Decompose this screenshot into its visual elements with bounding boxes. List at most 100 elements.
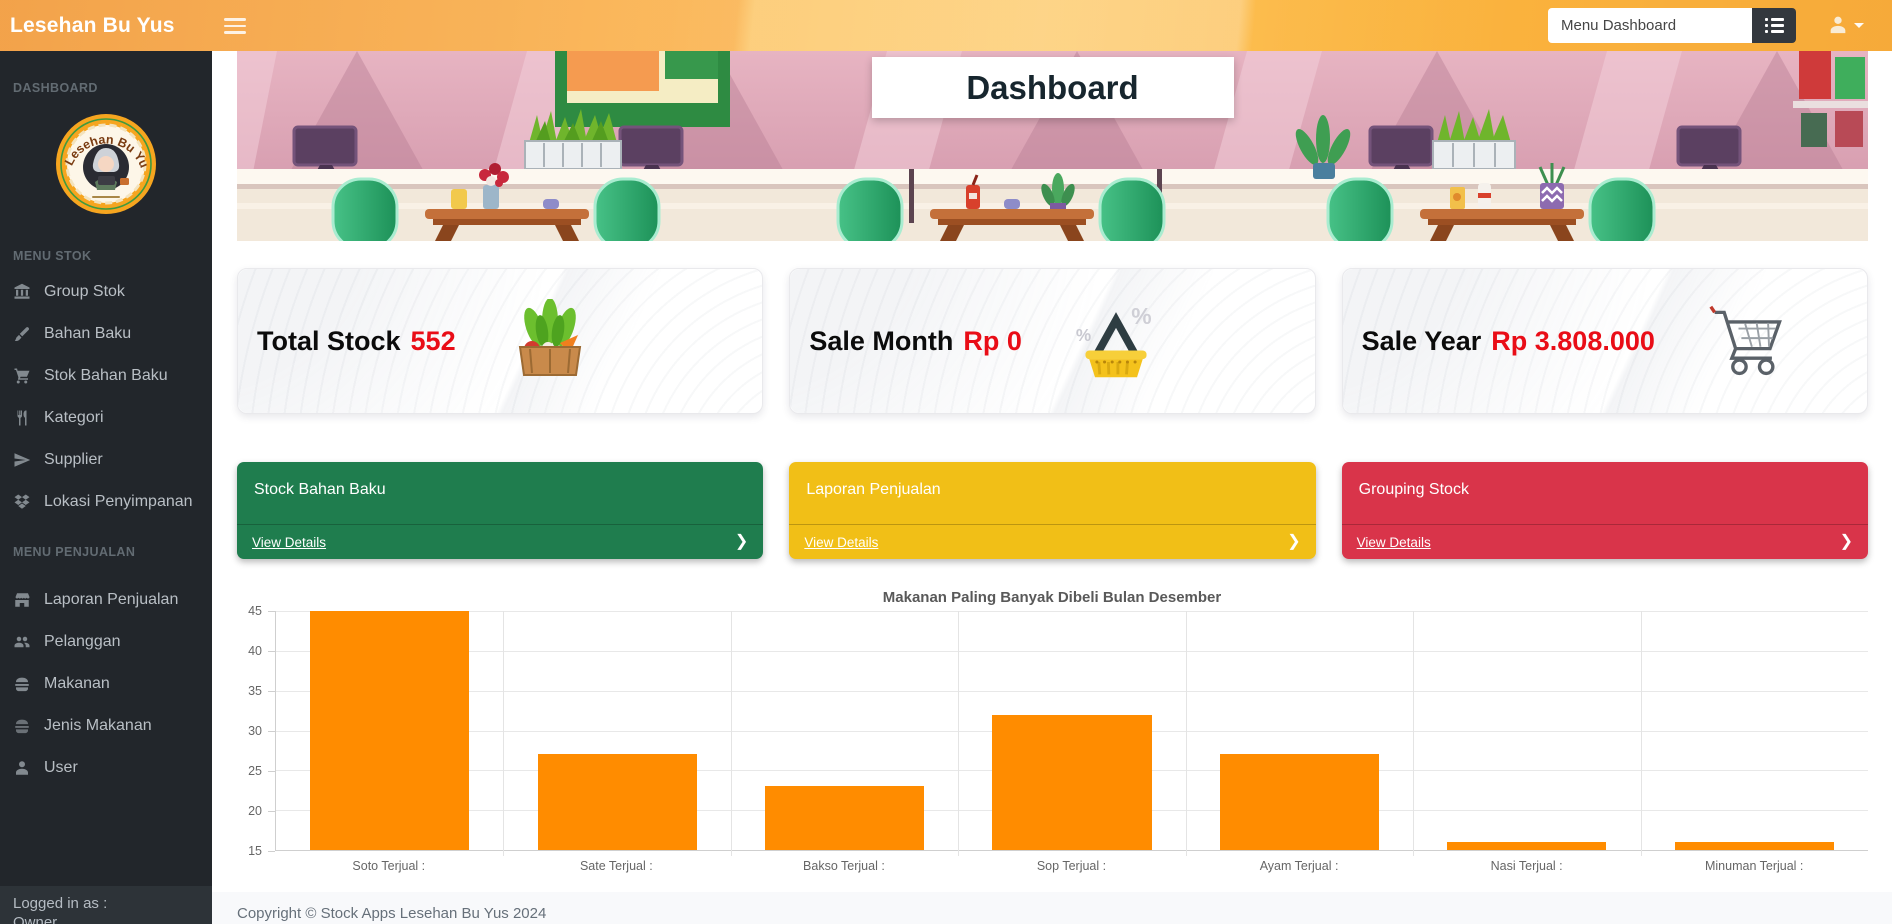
shopping-basket-icon: % % — [1076, 303, 1151, 378]
x-tick-label: Soto Terjual : — [352, 859, 426, 873]
sidebar-item-pelanggan[interactable]: Pelanggan — [0, 621, 212, 663]
table-group-3 — [1326, 163, 1656, 241]
stat-card-sale-month: Sale Month Rp 0 % % — [789, 268, 1316, 414]
page-title: Dashboard — [871, 57, 1234, 118]
chart-title: Makanan Paling Banyak Dibeli Bulan Desem… — [882, 589, 1222, 606]
flowers — [479, 163, 509, 209]
panel-laporan-penjualan: Laporan Penjualan View Details ❯ — [789, 462, 1316, 559]
logo: Lesehan Bu Yus — [51, 101, 158, 216]
y-tick-mark — [268, 690, 275, 692]
hamburger-icon[interactable] — [224, 14, 246, 36]
person-icon — [13, 759, 33, 777]
burger-icon — [13, 717, 33, 735]
zigzag-vase — [1538, 163, 1566, 209]
sidebar-item-makanan[interactable]: Makanan — [0, 663, 212, 705]
sidebar-heading-menu-stok: MENU STOK — [13, 249, 92, 263]
menu-dashboard-button[interactable]: Menu Dashboard — [1548, 8, 1752, 43]
logged-in-label: Logged in as : — [13, 895, 108, 912]
right-shelf — [1793, 51, 1868, 147]
gridline — [276, 650, 1868, 652]
planters — [524, 109, 1516, 170]
gridline — [1185, 611, 1187, 856]
bar-chart: 15 20 25 30 35 40 45 Soto Terjual : Sate Terjua… — [237, 604, 1868, 873]
y-tick-mark — [268, 731, 275, 732]
stat-value: Rp 0 — [963, 325, 1022, 356]
utensils-icon — [13, 409, 33, 427]
sidebar-heading-menu-penjualan: MENU PENJUALAN — [13, 545, 136, 559]
bar-ayam-terjual- — [1219, 754, 1380, 850]
bar-bakso-terjual- — [764, 786, 925, 850]
menu-list-button[interactable] — [1752, 8, 1796, 43]
y-tick-label: 40 — [248, 643, 262, 658]
x-tick-label: Nasi Terjual : — [1490, 859, 1563, 873]
panel-title: Grouping Stock — [1358, 481, 1469, 498]
chart-plot — [275, 611, 1868, 856]
x-tick-label: Sop Terjual : — [1036, 859, 1107, 873]
y-tick-mark — [268, 811, 275, 812]
sidebar-menu-stok: Group Stok Bahan Baku Stok Bahan Baku Ka… — [0, 271, 212, 523]
sidebar-item-user[interactable]: User — [0, 747, 212, 789]
hero-banner: Dashboard — [237, 51, 1868, 241]
fern — [1041, 173, 1075, 211]
picture-frame — [555, 51, 730, 127]
bar-sop-terjual- — [992, 714, 1152, 850]
top-navbar: Lesehan Bu Yus Menu Dashboard — [0, 0, 1892, 51]
cup — [1004, 199, 1020, 209]
view-details-link[interactable]: View Details — [804, 534, 879, 550]
stat-card-total-stock: Total Stock 552 — [237, 268, 764, 414]
stat-label: Sale Year — [1361, 325, 1482, 356]
gridline — [1413, 611, 1415, 856]
x-tick-label: Sate Terjual : — [579, 859, 653, 873]
view-details-link[interactable]: View Details — [252, 534, 327, 550]
sidebar-item-bahan-baku[interactable]: Bahan Baku — [0, 313, 212, 355]
y-tick-label: 45 — [248, 604, 262, 618]
bar-minuman-terjual- — [1674, 842, 1834, 850]
sidebar-item-jenis-makanan[interactable]: Jenis Makanan — [0, 705, 212, 747]
hero-illustration — [237, 51, 1868, 241]
stat-value: Rp 3.808.000 — [1491, 325, 1655, 356]
main-content: Dashboard Total Stock 552 Sale Mont — [212, 0, 1892, 924]
monitors — [292, 125, 1742, 172]
sidebar-menu-penjualan: Laporan Penjualan Pelanggan Makanan Jeni… — [0, 579, 212, 789]
stat-label: Total Stock — [257, 325, 401, 356]
gridline — [276, 690, 1868, 692]
bank-icon — [13, 283, 33, 301]
x-tick-label: Bakso Terjual : — [803, 859, 885, 873]
x-tick-label: Ayam Terjual : — [1259, 859, 1339, 873]
sidebar-item-stok-bahan-baku[interactable]: Stok Bahan Baku — [0, 355, 212, 397]
shopping-cart-icon — [1709, 305, 1782, 376]
y-tick-mark — [268, 611, 275, 612]
panels-row: Stock Bahan Baku View Details ❯ Laporan … — [237, 462, 1868, 559]
user-menu[interactable] — [1827, 13, 1864, 35]
gridline — [958, 611, 960, 856]
sidebar-item-group-stok[interactable]: Group Stok — [0, 271, 212, 313]
y-tick-label: 25 — [248, 763, 262, 778]
gridline — [503, 611, 505, 856]
milk-bottle — [1478, 183, 1491, 209]
burger-icon — [13, 675, 33, 693]
panel-title: Stock Bahan Baku — [254, 481, 386, 498]
bar-nasi-terjual- — [1447, 842, 1607, 850]
y-tick-label: 30 — [248, 724, 262, 738]
panel-stock-bahan-baku: Stock Bahan Baku View Details ❯ — [237, 462, 764, 559]
chart-x-labels: Soto Terjual : Sate Terjual : Bakso Terjua… — [275, 859, 1868, 881]
gridline — [276, 611, 1868, 612]
chevron-right-icon: ❯ — [734, 533, 749, 550]
view-details-link[interactable]: View Details — [1356, 534, 1431, 550]
copyright-text: Copyright © Stock Apps Lesehan Bu Yus 20… — [237, 905, 547, 922]
brand-title: Lesehan Bu Yus — [10, 14, 175, 37]
sidebar-item-kategori[interactable]: Kategori — [0, 397, 212, 439]
table-group-1 — [331, 163, 661, 241]
chevron-right-icon: ❯ — [1839, 533, 1853, 550]
store-icon — [13, 591, 33, 609]
x-tick-label: Minuman Terjual : — [1704, 859, 1804, 873]
sidebar-item-laporan-penjualan[interactable]: Laporan Penjualan — [0, 579, 212, 621]
brush-icon — [13, 325, 33, 343]
page-footer: Copyright © Stock Apps Lesehan Bu Yus 20… — [212, 892, 1892, 924]
cart-icon — [13, 367, 33, 385]
leafy-plant — [1295, 115, 1351, 179]
sidebar-item-supplier[interactable]: Supplier — [0, 439, 212, 481]
panel-grouping-stock: Grouping Stock View Details ❯ — [1341, 462, 1868, 559]
svg-text:%: % — [1131, 303, 1151, 329]
sidebar-item-lokasi-penyimpanan[interactable]: Lokasi Penyimpanan — [0, 481, 212, 523]
